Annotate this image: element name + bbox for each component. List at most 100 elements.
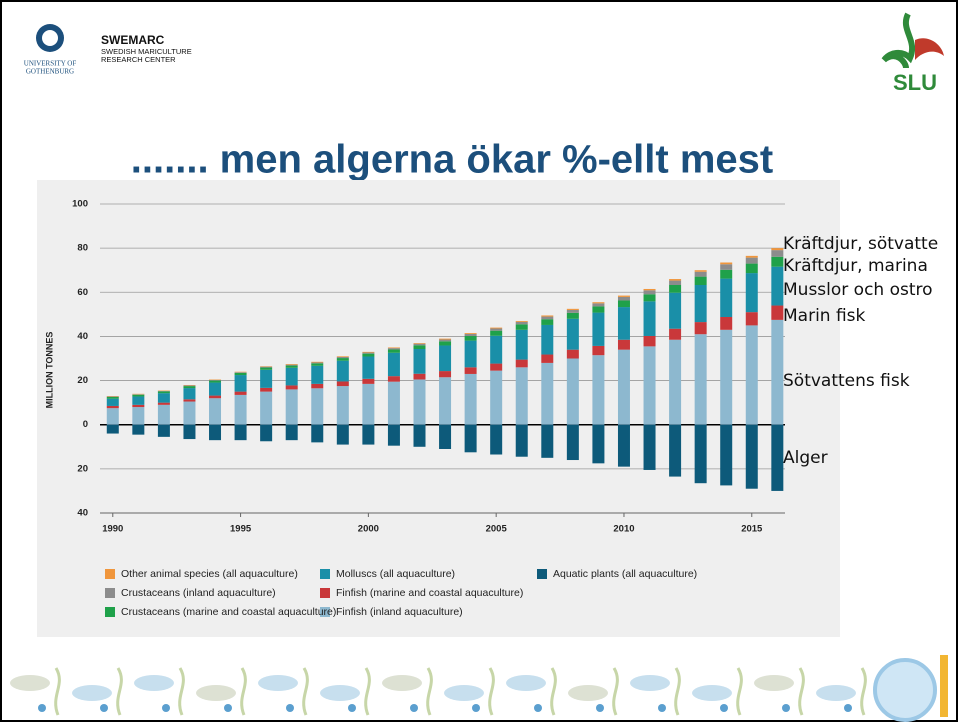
decor-fish: [568, 685, 608, 701]
bar-segment: [695, 285, 707, 322]
decor-fish: [630, 675, 670, 691]
bar-segment: [490, 425, 502, 455]
legend-swatch: [320, 569, 330, 579]
decor-fish: [320, 685, 360, 701]
bar-segment: [771, 248, 783, 250]
x-tick-label: 1990: [102, 524, 123, 535]
bar-segment: [644, 294, 656, 301]
bar-segment: [720, 270, 732, 279]
bar-segment: [465, 333, 477, 334]
bar-segment: [644, 301, 656, 336]
bottom-decoration: [3, 655, 955, 720]
decor-fish: [816, 685, 856, 701]
bar-segment: [235, 425, 247, 440]
decor-crab: [720, 704, 728, 712]
bar-segment: [413, 345, 425, 349]
bar-segment: [695, 270, 707, 272]
bar-segment: [311, 363, 323, 365]
bar-segment: [183, 402, 195, 425]
bar-segment: [311, 384, 323, 388]
bar-segment: [439, 341, 451, 345]
bar-segment: [158, 403, 170, 405]
y-axis-title: MILLION TONNES: [44, 332, 54, 409]
legend-swatch: [105, 569, 115, 579]
bar-segment: [158, 393, 170, 402]
y-tick-label: 20: [77, 463, 88, 474]
gu-text: GOTHENBURG: [26, 68, 74, 76]
bar-segment: [516, 321, 528, 322]
bar-segment: [388, 347, 400, 348]
bar-segment: [209, 381, 221, 383]
y-tick-label: 100: [72, 199, 88, 210]
bar-segment: [413, 379, 425, 424]
bar-segment: [746, 264, 758, 273]
bar-segment: [362, 357, 374, 379]
bar-segment: [183, 386, 195, 388]
bar-segment: [490, 371, 502, 425]
bar-segment: [132, 405, 144, 407]
bar-segment: [388, 376, 400, 382]
bar-segment: [746, 425, 758, 489]
bar-segment: [286, 425, 298, 440]
bar-segment: [541, 355, 553, 363]
bar-segment: [362, 425, 374, 445]
bar-segment: [669, 293, 681, 329]
bar-segment: [771, 257, 783, 267]
bar-segment: [260, 367, 272, 368]
bar-segment: [286, 364, 298, 365]
bar-segment: [516, 367, 528, 424]
bar-segment: [490, 328, 502, 330]
decor-fish: [134, 675, 174, 691]
decor-fish: [506, 675, 546, 691]
bar-segment: [107, 425, 119, 434]
legend-swatch: [105, 607, 115, 617]
bar-segment: [567, 425, 579, 460]
bar-segment: [541, 319, 553, 325]
bar-segment: [669, 279, 681, 281]
bar-segment: [720, 279, 732, 317]
bar-segment: [183, 388, 195, 399]
y-tick-label: 20: [77, 375, 88, 386]
bar-segment: [260, 370, 272, 388]
bar-segment: [592, 355, 604, 425]
bar-segment: [516, 322, 528, 324]
x-tick-label: 1995: [230, 524, 252, 535]
bar-segment: [771, 306, 783, 320]
decor-crab: [782, 704, 790, 712]
decor-fork: [940, 655, 948, 717]
bar-segment: [720, 425, 732, 486]
decor-crab: [410, 704, 418, 712]
bar-segment: [618, 297, 630, 301]
bar-segment: [235, 395, 247, 425]
bar-segment: [413, 343, 425, 344]
swemarc-sub: RESEARCH CENTER: [101, 55, 176, 64]
annotation: Kräftdjur, sötvatte: [783, 234, 938, 254]
decor-plate: [875, 660, 935, 720]
bar-segment: [669, 425, 681, 477]
bar-segment: [235, 392, 247, 395]
bar-segment: [439, 340, 451, 342]
gu-text: UNIVERSITY OF: [24, 60, 77, 68]
bar-segment: [669, 329, 681, 340]
bar-segment: [107, 399, 119, 406]
decor-fish: [692, 685, 732, 701]
y-tick-label: 60: [77, 287, 88, 298]
bar-segment: [669, 285, 681, 293]
bar-segment: [567, 359, 579, 425]
bar-segment: [337, 361, 349, 382]
decor-crab: [38, 704, 46, 712]
y-tick-label: 0: [83, 419, 88, 430]
bar-segment: [183, 385, 195, 386]
bar-segment: [311, 388, 323, 424]
swemarc: SWEMARC: [101, 33, 165, 47]
bar-segment: [771, 250, 783, 257]
bar-segment: [286, 366, 298, 368]
decor-crab: [100, 704, 108, 712]
decor-fish: [196, 685, 236, 701]
decor-crab: [286, 704, 294, 712]
bar-segment: [592, 313, 604, 346]
bar-segment: [337, 357, 349, 358]
bar-segment: [695, 334, 707, 424]
bar-segment: [771, 320, 783, 425]
bar-segment: [746, 312, 758, 325]
